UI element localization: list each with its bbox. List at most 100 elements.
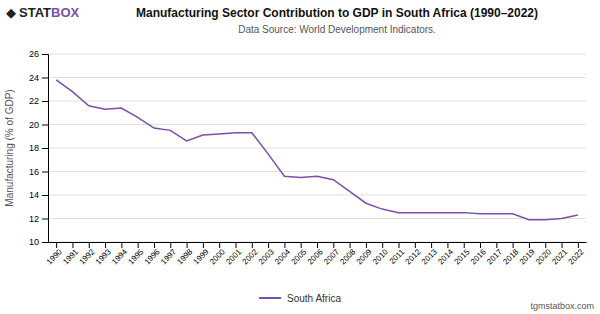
y-tick-mark bbox=[42, 172, 48, 173]
grid-line bbox=[48, 124, 586, 125]
x-tick: 2017 bbox=[485, 242, 504, 266]
grid-line bbox=[48, 171, 586, 172]
x-tick: 2001 bbox=[224, 242, 243, 266]
x-tick: 1993 bbox=[94, 242, 113, 266]
x-tick: 2019 bbox=[518, 242, 537, 266]
y-axis: 101214161820222426 bbox=[29, 49, 49, 247]
legend-item: South Africa bbox=[259, 293, 341, 304]
x-tick-label: 2003 bbox=[257, 247, 276, 266]
x-tick: 2002 bbox=[241, 242, 260, 266]
y-tick: 14 bbox=[29, 190, 48, 200]
x-tick: 1990 bbox=[45, 242, 64, 266]
x-tick: 2020 bbox=[534, 242, 553, 266]
grid-line bbox=[48, 101, 586, 102]
grid-line bbox=[48, 77, 586, 78]
y-tick-label: 14 bbox=[29, 190, 39, 200]
logo-text: BOX bbox=[51, 5, 80, 20]
y-tick: 18 bbox=[29, 143, 48, 153]
x-tick-label: 2018 bbox=[501, 247, 520, 266]
x-tick-label: 2021 bbox=[550, 247, 569, 266]
x-tick: 2009 bbox=[355, 242, 374, 266]
x-tick: 2015 bbox=[452, 242, 471, 266]
x-tick: 2011 bbox=[388, 242, 407, 266]
x-tick: 1992 bbox=[78, 242, 97, 266]
x-tick: 2022 bbox=[567, 242, 586, 266]
legend: South Africa bbox=[259, 293, 341, 304]
logo-text: ◆ bbox=[6, 5, 16, 20]
grid-line bbox=[48, 148, 586, 149]
y-tick-mark bbox=[42, 78, 48, 79]
x-tick-label: 1997 bbox=[159, 247, 178, 266]
y-tick-label: 18 bbox=[29, 143, 39, 153]
y-tick-mark bbox=[42, 125, 48, 126]
x-tick-label: 2014 bbox=[436, 247, 455, 266]
x-tick-label: 2017 bbox=[485, 247, 504, 266]
x-tick-label: 2016 bbox=[469, 247, 488, 266]
grid-line bbox=[48, 218, 586, 219]
x-tick-label: 2009 bbox=[355, 247, 374, 266]
x-tick-label: 2007 bbox=[322, 247, 341, 266]
grid-line bbox=[48, 54, 586, 55]
subtitle: Data Source: World Development Indicator… bbox=[238, 24, 436, 35]
x-tick: 1994 bbox=[110, 242, 129, 266]
legend-swatch bbox=[259, 297, 281, 299]
x-tick: 1996 bbox=[143, 242, 162, 266]
x-tick: 2008 bbox=[338, 242, 357, 266]
y-tick-mark bbox=[42, 195, 48, 196]
x-tick: 2000 bbox=[208, 242, 227, 266]
x-tick: 2012 bbox=[404, 242, 423, 266]
y-tick-mark bbox=[42, 148, 48, 149]
x-tick: 1995 bbox=[126, 242, 145, 266]
x-tick: 1997 bbox=[159, 242, 178, 266]
title: Manufacturing Sector Contribution to GDP… bbox=[136, 6, 538, 20]
x-axis: 1990199119921993199419951996199719981999… bbox=[45, 242, 587, 266]
x-tick-label: 1998 bbox=[175, 247, 194, 266]
x-tick: 2007 bbox=[322, 242, 341, 266]
x-tick-label: 1996 bbox=[143, 247, 162, 266]
x-tick: 1991 bbox=[61, 242, 80, 266]
x-tick: 2005 bbox=[289, 242, 308, 266]
y-tick: 20 bbox=[29, 120, 48, 130]
y-tick: 22 bbox=[29, 96, 48, 106]
y-tick-mark bbox=[42, 101, 48, 102]
y-tick-label: 20 bbox=[29, 120, 39, 130]
x-tick: 2003 bbox=[257, 242, 276, 266]
x-tick-label: 2020 bbox=[534, 247, 553, 266]
plot-area bbox=[56, 80, 578, 220]
x-tick-label: 2012 bbox=[404, 247, 423, 266]
x-tick-label: 2004 bbox=[273, 247, 292, 266]
y-tick-label: 24 bbox=[29, 73, 39, 83]
x-tick-label: 2006 bbox=[306, 247, 325, 266]
x-tick-label: 1995 bbox=[126, 247, 145, 266]
x-tick-label: 1994 bbox=[110, 247, 129, 266]
logo: ◆STATBOX bbox=[6, 5, 80, 20]
x-tick: 1998 bbox=[175, 242, 194, 266]
x-tick: 2004 bbox=[273, 242, 292, 266]
x-tick-label: 1992 bbox=[78, 247, 97, 266]
y-tick-label: 22 bbox=[29, 96, 39, 106]
y-tick-label: 16 bbox=[29, 167, 39, 177]
x-tick-label: 2011 bbox=[388, 247, 407, 266]
legend-label: South Africa bbox=[287, 293, 341, 304]
x-tick: 1999 bbox=[192, 242, 211, 266]
x-tick-label: 2010 bbox=[371, 247, 390, 266]
x-tick-label: 1990 bbox=[45, 247, 64, 266]
x-tick: 2021 bbox=[550, 242, 569, 266]
grid bbox=[48, 54, 586, 242]
y-tick: 12 bbox=[29, 214, 48, 224]
x-tick-label: 2022 bbox=[567, 247, 586, 266]
x-tick-label: 1999 bbox=[192, 247, 211, 266]
x-tick-label: 1993 bbox=[94, 247, 113, 266]
y-tick-mark bbox=[42, 219, 48, 220]
x-tick: 2014 bbox=[436, 242, 455, 266]
chart-container: 1012141618202224261990199119921993199419… bbox=[0, 0, 600, 314]
footer: tgmstatbox.com bbox=[530, 301, 594, 311]
x-tick: 2006 bbox=[306, 242, 325, 266]
x-tick-label: 2015 bbox=[452, 247, 471, 266]
y-tick-label: 12 bbox=[29, 214, 39, 224]
grid-line bbox=[48, 195, 586, 196]
x-tick-label: 2019 bbox=[518, 247, 537, 266]
x-tick-label: 1991 bbox=[61, 247, 80, 266]
x-tick-label: 2001 bbox=[224, 247, 243, 266]
y-tick: 24 bbox=[29, 73, 48, 83]
